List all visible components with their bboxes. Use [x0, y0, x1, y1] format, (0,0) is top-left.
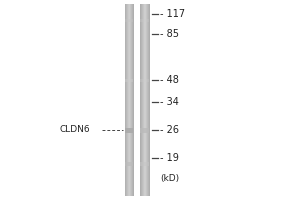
Bar: [125, 78, 133, 82]
Bar: [125, 4, 126, 196]
Bar: [143, 4, 144, 196]
Text: - 85: - 85: [160, 29, 179, 39]
Text: (kD): (kD): [160, 173, 180, 182]
Bar: [133, 4, 134, 196]
Text: - 117: - 117: [160, 9, 186, 19]
Bar: [140, 128, 149, 133]
Bar: [142, 4, 143, 196]
Bar: [125, 128, 133, 133]
Bar: [140, 78, 149, 82]
Bar: [134, 4, 140, 196]
Bar: [126, 4, 127, 196]
Bar: [125, 19, 133, 21]
Bar: [131, 4, 132, 196]
Text: - 34: - 34: [160, 97, 179, 107]
Bar: [140, 19, 149, 21]
Bar: [130, 4, 131, 196]
Bar: [148, 4, 149, 196]
Text: - 48: - 48: [160, 75, 179, 85]
Bar: [144, 4, 145, 196]
Bar: [140, 162, 149, 166]
Bar: [141, 4, 142, 196]
Bar: [146, 4, 147, 196]
Bar: [145, 4, 146, 196]
Bar: [149, 4, 150, 196]
Text: CLDN6: CLDN6: [60, 126, 91, 134]
Bar: [129, 4, 130, 196]
Bar: [127, 4, 128, 196]
Bar: [125, 162, 133, 166]
Bar: [132, 4, 133, 196]
Bar: [147, 4, 148, 196]
Text: - 26: - 26: [160, 125, 179, 135]
Bar: [124, 4, 125, 196]
Text: - 19: - 19: [160, 153, 179, 163]
Bar: [140, 4, 141, 196]
